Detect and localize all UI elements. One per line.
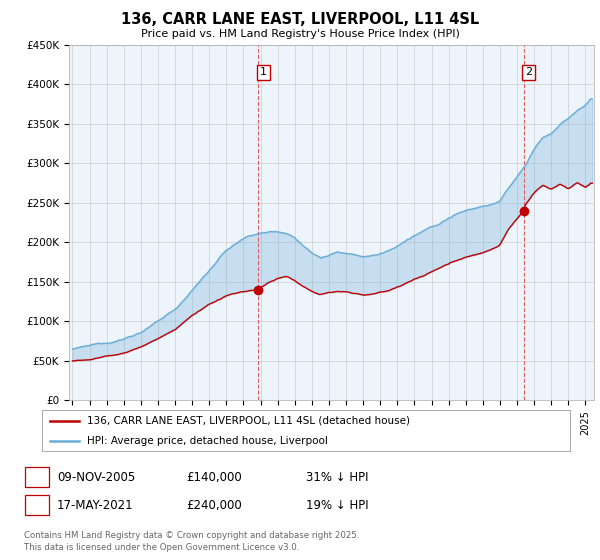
Text: 136, CARR LANE EAST, LIVERPOOL, L11 4SL (detached house): 136, CARR LANE EAST, LIVERPOOL, L11 4SL …: [87, 416, 410, 426]
Text: £140,000: £140,000: [186, 470, 242, 484]
Text: 2: 2: [525, 67, 532, 77]
Text: 1: 1: [260, 67, 267, 77]
Text: 31% ↓ HPI: 31% ↓ HPI: [306, 470, 368, 484]
Text: £240,000: £240,000: [186, 498, 242, 512]
Text: 2: 2: [34, 498, 41, 512]
Text: This data is licensed under the Open Government Licence v3.0.: This data is licensed under the Open Gov…: [24, 543, 299, 552]
Text: HPI: Average price, detached house, Liverpool: HPI: Average price, detached house, Live…: [87, 436, 328, 446]
Text: 17-MAY-2021: 17-MAY-2021: [57, 498, 134, 512]
Text: Price paid vs. HM Land Registry's House Price Index (HPI): Price paid vs. HM Land Registry's House …: [140, 29, 460, 39]
Text: 19% ↓ HPI: 19% ↓ HPI: [306, 498, 368, 512]
Text: 1: 1: [34, 470, 41, 484]
Text: 136, CARR LANE EAST, LIVERPOOL, L11 4SL: 136, CARR LANE EAST, LIVERPOOL, L11 4SL: [121, 12, 479, 27]
Text: Contains HM Land Registry data © Crown copyright and database right 2025.: Contains HM Land Registry data © Crown c…: [24, 531, 359, 540]
Text: 09-NOV-2005: 09-NOV-2005: [57, 470, 135, 484]
